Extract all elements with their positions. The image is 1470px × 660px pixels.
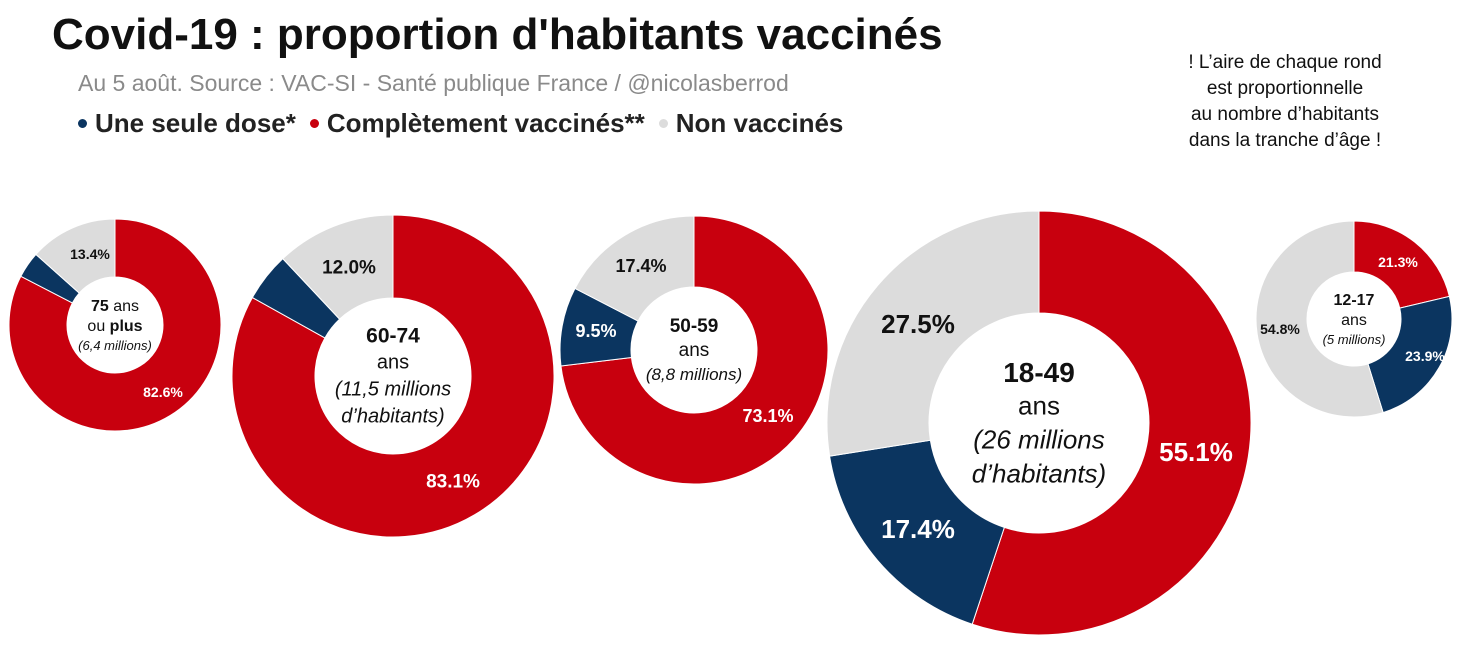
center-label-line: (11,5 millions [335, 379, 451, 401]
slice-label-complete: 73.1% [742, 406, 793, 426]
center-label-line: d’habitants) [972, 459, 1106, 489]
slice-label-unvaccinated: 54.8% [1260, 321, 1300, 337]
slice-label-unvaccinated: 27.5% [881, 309, 955, 339]
center-label-line: (26 millions [973, 425, 1105, 455]
legend-label-complete: Complètement vaccinés** [326, 108, 645, 138]
donut-slice-unvaccinated [1255, 220, 1384, 418]
center-label-line: ans [679, 340, 710, 361]
donut-chart: 73.1% 9.5% 17.4% 50-59 ans (8,8 millions) [559, 215, 829, 485]
center-label-line: (6,4 millions) [78, 338, 152, 353]
center-label-line: 50-59 [670, 316, 719, 337]
note-line: dans la tranche d’âge ! [1188, 130, 1382, 151]
slice-label-unvaccinated: 13.4% [70, 246, 110, 262]
center-label-line: (5 millions) [1323, 332, 1386, 347]
legend-label-one-dose: Une seule dose* [95, 108, 296, 138]
donut-slice-unvaccinated [574, 215, 695, 322]
center-label-line: ans [377, 352, 409, 374]
center-label-line: 12-17 [1334, 292, 1375, 309]
chart-subtitle: Au 5 août. Source : VAC-SI - Santé publi… [78, 70, 789, 96]
note-line: au nombre d’habitants [1190, 104, 1379, 125]
donut-chart: 21.3% 23.9% 54.8% 12-17 ans (5 millions) [1255, 220, 1453, 418]
donut-slice-complete [231, 214, 555, 538]
center-label-line: (8,8 millions) [646, 365, 742, 384]
chart-title: Covid-19 : proportion d'habitants vaccin… [52, 10, 943, 59]
donut-slice-complete [971, 210, 1252, 636]
center-label-line: d’habitants) [341, 406, 444, 428]
center-label-line: ans [1341, 312, 1367, 329]
legend-dot-complete [309, 119, 319, 128]
legend-label-unvaccinated: Non vaccinés [675, 108, 844, 138]
center-label-line: ou plus [87, 318, 142, 335]
slice-label-unvaccinated: 17.4% [615, 256, 666, 276]
center-label-line: 18-49 [1003, 357, 1075, 388]
legend-item-one-dose: Une seule dose* [78, 108, 296, 139]
slice-label-one-dose: 9.5% [575, 321, 616, 341]
donut-chart: 83.1% 12.0% 60-74 ans (11,5 millions d’habita… [231, 214, 555, 538]
area-proportional-note: ! L’aire de chaque rond est proportionne… [1140, 50, 1430, 154]
donut-slice-unvaccinated [282, 214, 394, 320]
slice-label-one-dose: 17.4% [881, 514, 955, 544]
donut-chart: 82.6% 13.4% 75 ans ou plus (6,4 millions) [8, 218, 222, 432]
slice-label-one-dose: 23.9% [1405, 348, 1445, 364]
donut-slice-complete [8, 218, 222, 432]
donut-slice-unvaccinated [35, 218, 116, 294]
slice-label-unvaccinated: 12.0% [322, 258, 376, 279]
slice-label-complete: 82.6% [143, 384, 183, 400]
note-line: ! L’aire de chaque rond [1188, 52, 1382, 73]
legend-dot-one-dose [78, 119, 87, 128]
legend: Une seule dose* Complètement vaccinés** … [78, 108, 843, 139]
note-line: est proportionnelle [1206, 78, 1364, 99]
center-label-line: 75 ans [91, 298, 139, 315]
center-label-line: ans [1018, 391, 1060, 421]
slice-label-complete: 83.1% [426, 472, 480, 493]
legend-dot-unvaccinated [658, 119, 668, 128]
donut-slice-unvaccinated [826, 210, 1040, 457]
slice-label-complete: 21.3% [1378, 254, 1418, 270]
center-label-line: 60-74 [366, 324, 420, 347]
donut-slice-one-dose [1367, 295, 1453, 414]
legend-item-unvaccinated: Non vaccinés [658, 108, 844, 139]
donut-slice-one-dose [829, 439, 1005, 625]
legend-item-complete: Complètement vaccinés** [309, 108, 645, 139]
donut-slice-complete [560, 215, 829, 485]
slice-label-complete: 55.1% [1159, 437, 1233, 467]
